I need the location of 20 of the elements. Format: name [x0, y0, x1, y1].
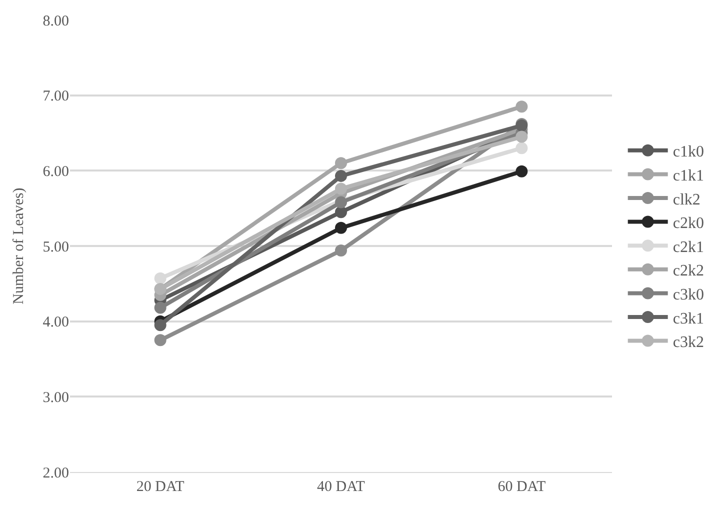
x-tick-label: 20 DAT [136, 479, 184, 495]
y-tick-label: 2.00 [42, 465, 69, 482]
y-tick-label: 8.00 [42, 13, 69, 30]
y-axis-title: Number of Leaves) [11, 188, 27, 304]
legend-label: c2k1 [672, 238, 704, 256]
legend-label: clk2 [672, 191, 700, 208]
legend-label: c2k2 [672, 262, 704, 280]
legend-label: c1k1 [672, 167, 704, 184]
y-tick-label: 4.00 [42, 314, 69, 331]
y-tick-label: 7.00 [42, 88, 69, 105]
legend-label: c3k0 [672, 286, 704, 304]
y-tick-label: 5.00 [42, 239, 69, 256]
legend-label: c1k0 [672, 144, 704, 161]
y-tick-label: 6.00 [42, 164, 69, 180]
legend-label: c3k2 [672, 334, 704, 352]
x-tick-label: 60 DAT [498, 479, 546, 495]
legend-label: c3k1 [672, 310, 704, 328]
y-tick-label: 3.00 [42, 390, 69, 406]
legend-label: c2k0 [672, 215, 704, 232]
x-tick-label: 40 DAT [317, 479, 365, 495]
